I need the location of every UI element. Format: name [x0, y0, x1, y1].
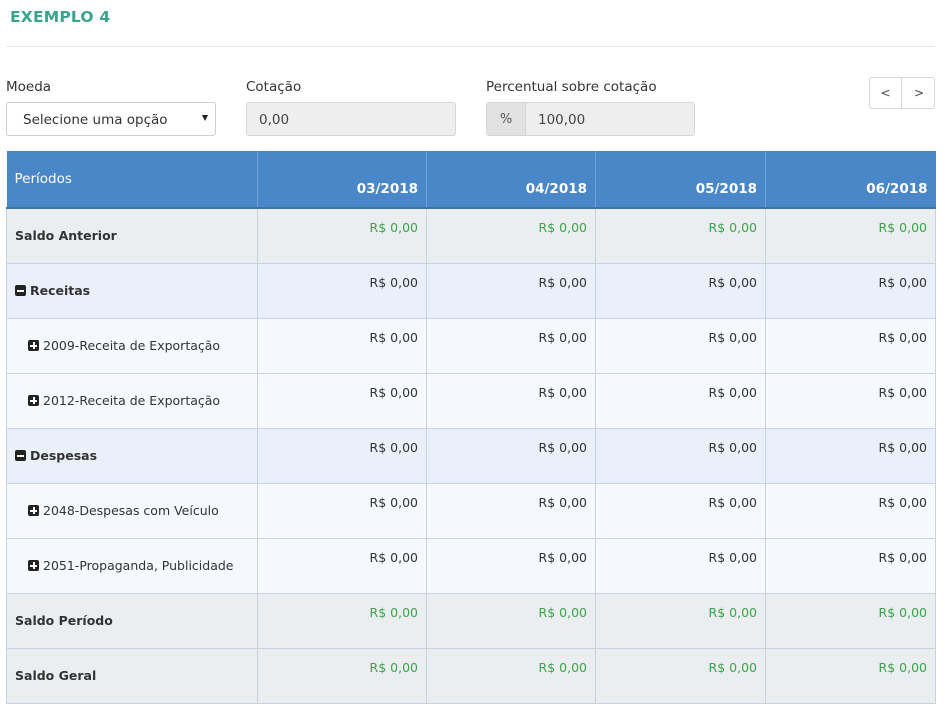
table-row: Saldo Período R$ 0,00 R$ 0,00 R$ 0,00 R$… — [6, 593, 936, 649]
value-cell: R$ 0,00 — [426, 428, 596, 484]
value-cell: R$ 0,00 — [257, 593, 427, 649]
row-label: 2048-Despesas com Veículo — [43, 503, 219, 518]
previous-button[interactable]: < — [870, 78, 902, 108]
value-cell: R$ 0,00 — [765, 428, 936, 484]
expand-icon[interactable] — [28, 395, 39, 406]
value-cell: R$ 0,00 — [426, 373, 596, 429]
percentual-label: Percentual sobre cotação — [486, 79, 657, 95]
table-row: Saldo Geral R$ 0,00 R$ 0,00 R$ 0,00 R$ 0… — [6, 648, 936, 704]
row-label-cell: 2051-Propaganda, Publicidade — [6, 538, 258, 594]
value-cell: R$ 0,00 — [426, 483, 596, 539]
percent-addon: % — [487, 103, 526, 135]
cashflow-table: Períodos 03/2018 04/2018 05/2018 06/2018… — [6, 151, 936, 704]
caret-down-icon — [202, 115, 208, 121]
value-cell: R$ 0,00 — [765, 648, 936, 704]
periodos-header: Períodos — [6, 151, 258, 209]
expand-icon[interactable] — [28, 340, 39, 351]
percentual-input-group[interactable]: % 100,00 — [486, 102, 695, 136]
expand-icon[interactable] — [28, 560, 39, 571]
value-cell: R$ 0,00 — [765, 593, 936, 649]
moeda-label: Moeda — [6, 79, 52, 95]
value-cell: R$ 0,00 — [257, 208, 427, 264]
value-cell: R$ 0,00 — [765, 373, 936, 429]
percentual-value: 100,00 — [538, 112, 586, 128]
value-cell: R$ 0,00 — [257, 483, 427, 539]
value-cell: R$ 0,00 — [426, 593, 596, 649]
period-header: 04/2018 — [426, 151, 596, 209]
value-cell: R$ 0,00 — [765, 263, 936, 319]
collapse-icon[interactable] — [15, 285, 26, 296]
value-cell: R$ 0,00 — [426, 208, 596, 264]
cotacao-label: Cotação — [246, 79, 302, 95]
value-cell: R$ 0,00 — [595, 263, 766, 319]
row-label-cell: Receitas — [6, 263, 258, 319]
table-row: Despesas R$ 0,00 R$ 0,00 R$ 0,00 R$ 0,00 — [6, 428, 936, 484]
row-label: Saldo Período — [6, 593, 258, 649]
value-cell: R$ 0,00 — [426, 538, 596, 594]
title-divider — [6, 46, 935, 47]
row-label-cell: 2009-Receita de Exportação — [6, 318, 258, 374]
table-row: 2051-Propaganda, Publicidade R$ 0,00 R$ … — [6, 538, 936, 594]
value-cell: R$ 0,00 — [595, 208, 766, 264]
moeda-select[interactable]: Selecione uma opção — [6, 102, 216, 136]
value-cell: R$ 0,00 — [765, 318, 936, 374]
pager: < > — [869, 77, 935, 109]
table-row: Receitas R$ 0,00 R$ 0,00 R$ 0,00 R$ 0,00 — [6, 263, 936, 319]
value-cell: R$ 0,00 — [257, 263, 427, 319]
row-label-cell: 2048-Despesas com Veículo — [6, 483, 258, 539]
row-label: 2051-Propaganda, Publicidade — [43, 558, 234, 573]
row-label: Saldo Anterior — [6, 208, 258, 264]
value-cell: R$ 0,00 — [426, 318, 596, 374]
value-cell: R$ 0,00 — [257, 428, 427, 484]
value-cell: R$ 0,00 — [765, 208, 936, 264]
value-cell: R$ 0,00 — [426, 648, 596, 704]
table-row: 2009-Receita de Exportação R$ 0,00 R$ 0,… — [6, 318, 936, 374]
value-cell: R$ 0,00 — [595, 428, 766, 484]
collapse-icon[interactable] — [15, 450, 26, 461]
value-cell: R$ 0,00 — [257, 373, 427, 429]
percent-icon: % — [500, 112, 513, 127]
row-label: 2012-Receita de Exportação — [43, 393, 221, 408]
value-cell: R$ 0,00 — [257, 538, 427, 594]
row-label-cell: Despesas — [6, 428, 258, 484]
value-cell: R$ 0,00 — [426, 263, 596, 319]
value-cell: R$ 0,00 — [257, 318, 427, 374]
period-header: 06/2018 — [765, 151, 936, 209]
row-label: Despesas — [30, 448, 98, 463]
cotacao-value: 0,00 — [259, 112, 290, 128]
row-label: 2009-Receita de Exportação — [43, 338, 221, 353]
table-row: 2048-Despesas com Veículo R$ 0,00 R$ 0,0… — [6, 483, 936, 539]
expand-icon[interactable] — [28, 505, 39, 516]
page-title: EXEMPLO 4 — [10, 8, 111, 26]
moeda-select-value: Selecione uma opção — [23, 112, 168, 128]
row-label: Saldo Geral — [6, 648, 258, 704]
value-cell: R$ 0,00 — [595, 593, 766, 649]
value-cell: R$ 0,00 — [595, 483, 766, 539]
value-cell: R$ 0,00 — [257, 648, 427, 704]
period-header: 05/2018 — [595, 151, 766, 209]
value-cell: R$ 0,00 — [595, 648, 766, 704]
value-cell: R$ 0,00 — [595, 538, 766, 594]
value-cell: R$ 0,00 — [765, 483, 936, 539]
period-header: 03/2018 — [257, 151, 427, 209]
table-row: Saldo Anterior R$ 0,00 R$ 0,00 R$ 0,00 R… — [6, 208, 936, 264]
table-row: 2012-Receita de Exportação R$ 0,00 R$ 0,… — [6, 373, 936, 429]
value-cell: R$ 0,00 — [765, 538, 936, 594]
cotacao-input[interactable]: 0,00 — [246, 102, 456, 136]
row-label: Receitas — [30, 283, 91, 298]
next-button[interactable]: > — [913, 86, 925, 100]
table-header-row: Períodos 03/2018 04/2018 05/2018 06/2018 — [6, 151, 936, 209]
row-label-cell: 2012-Receita de Exportação — [6, 373, 258, 429]
value-cell: R$ 0,00 — [595, 373, 766, 429]
value-cell: R$ 0,00 — [595, 318, 766, 374]
